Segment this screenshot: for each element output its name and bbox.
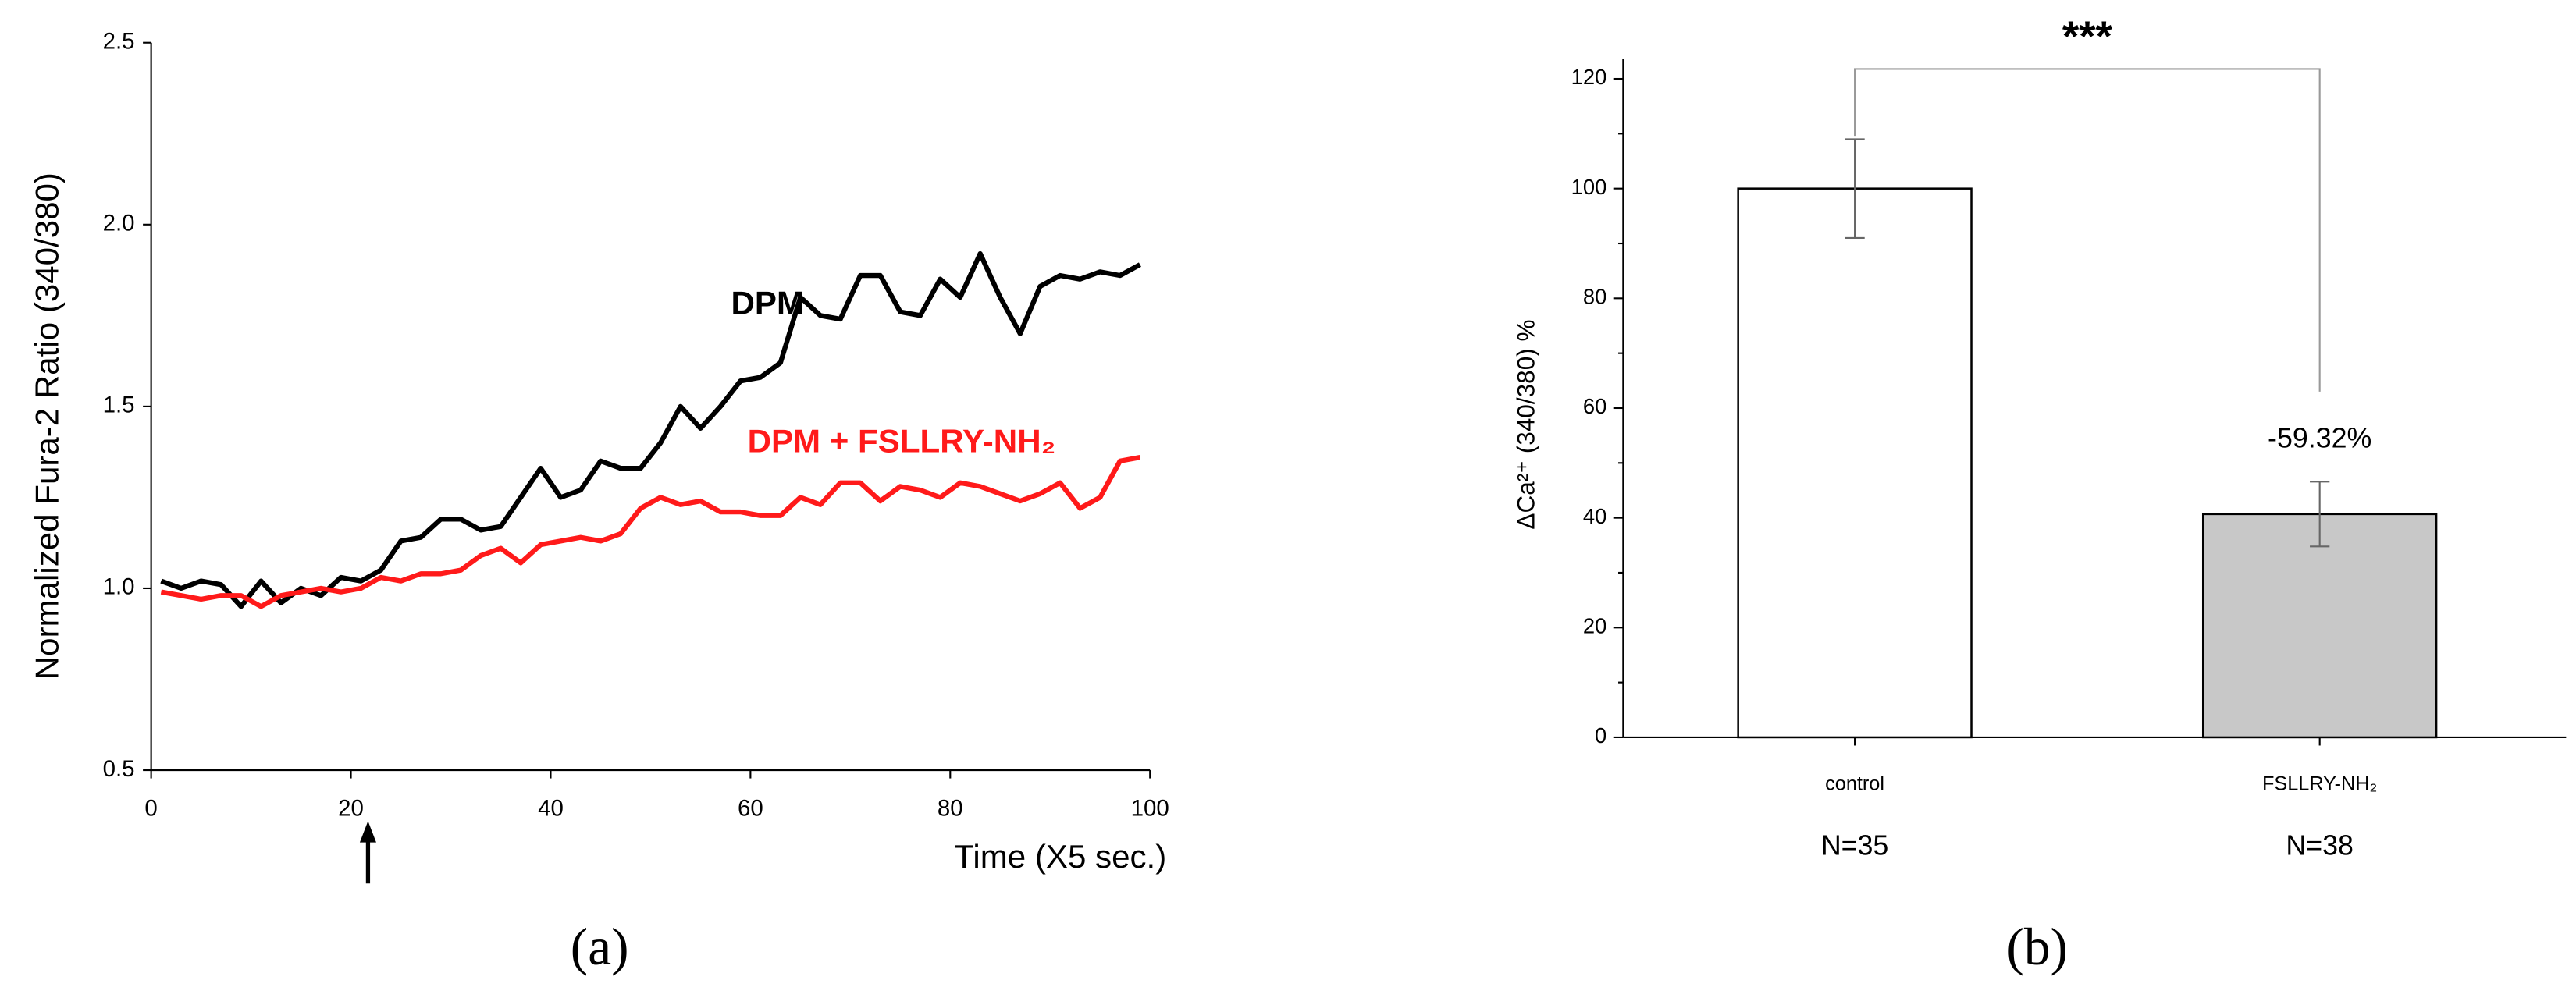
y-tick-label: 40 bbox=[1583, 504, 1606, 528]
x-tick-label: control bbox=[1825, 773, 1884, 795]
x-tick-label: 80 bbox=[938, 795, 963, 821]
stimulus-arrow-head bbox=[359, 821, 376, 843]
y-axis-label: ΔCa²⁺ (340/380) % bbox=[1512, 319, 1540, 529]
x-tick-label: 0 bbox=[144, 795, 157, 821]
bar bbox=[1737, 187, 1973, 739]
x-tick-label: 40 bbox=[538, 795, 564, 821]
change-label: -59.32% bbox=[2268, 422, 2371, 453]
y-tick-label: 100 bbox=[1571, 175, 1607, 199]
significance: *** bbox=[2062, 12, 2113, 60]
panel-label: (a) bbox=[571, 918, 629, 976]
x-tick-label: 20 bbox=[338, 795, 364, 821]
y-tick-label: 2.0 bbox=[103, 211, 135, 236]
y-tick-label: 2.5 bbox=[103, 29, 135, 55]
y-tick-label: 1.5 bbox=[103, 392, 135, 418]
y-tick-label: 80 bbox=[1583, 285, 1606, 309]
bar bbox=[2201, 513, 2438, 739]
x-axis-label: Time (X5 sec.) bbox=[954, 838, 1166, 875]
x-tick-label: 100 bbox=[1131, 795, 1169, 821]
panel-label: (b) bbox=[2006, 918, 2068, 976]
series-label: DPM + FSLLRY-NH₂ bbox=[748, 422, 1056, 459]
x-tick-label: 60 bbox=[738, 795, 763, 821]
significance-bracket bbox=[1854, 68, 2321, 392]
y-tick-label: 1.0 bbox=[103, 574, 135, 600]
x-tick-label: FSLLRY-NH₂ bbox=[2262, 773, 2377, 795]
sample-size: N=38 bbox=[2286, 829, 2354, 861]
y-tick-label: 0 bbox=[1595, 723, 1606, 748]
y-tick-label: 20 bbox=[1583, 614, 1606, 638]
y-tick-label: 60 bbox=[1583, 394, 1606, 418]
y-tick-label: 0.5 bbox=[103, 756, 135, 782]
series-line bbox=[160, 250, 1141, 609]
y-tick-label: 120 bbox=[1571, 65, 1607, 89]
series-label: DPM bbox=[731, 285, 805, 321]
series-line bbox=[160, 455, 1140, 609]
y-axis-label: Normalized Fura-2 Ratio (340/380) bbox=[28, 172, 65, 680]
sample-size: N=35 bbox=[1821, 829, 1889, 861]
